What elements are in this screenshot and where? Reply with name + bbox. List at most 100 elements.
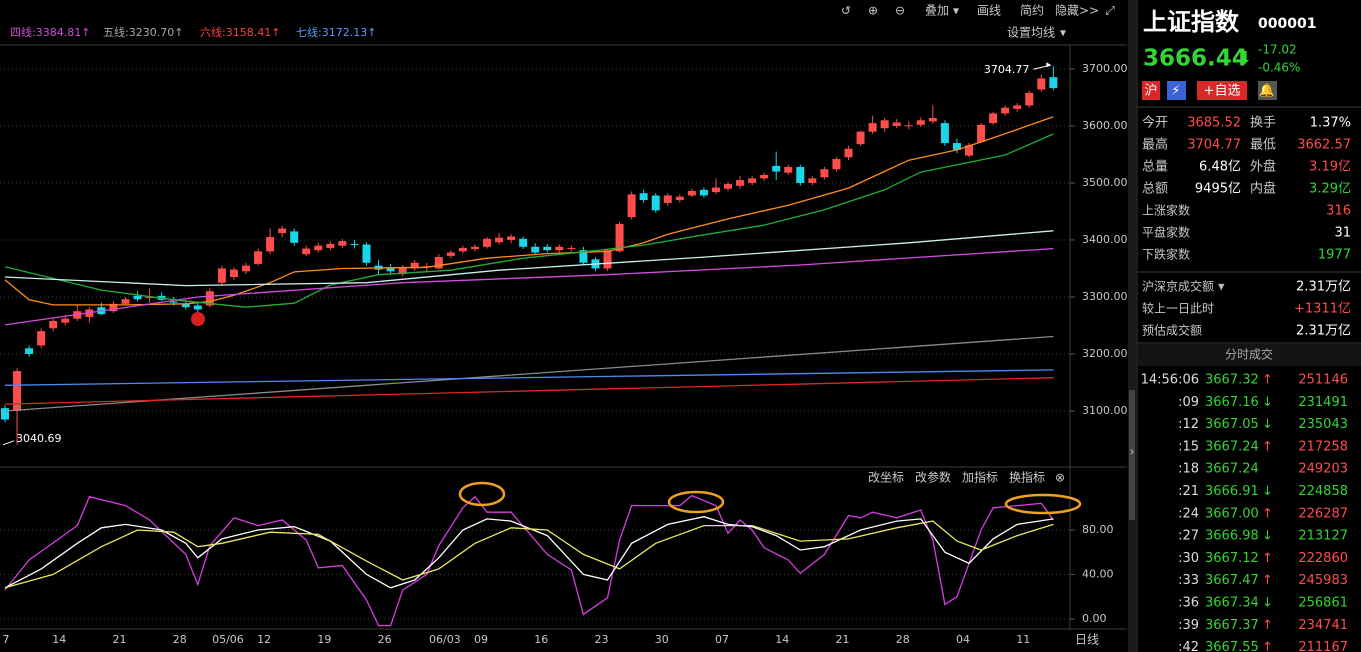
ma-setting[interactable]: 设置均线 <box>1007 26 1055 40</box>
candle-body <box>278 228 287 234</box>
candle-body <box>543 246 552 251</box>
candle-body <box>856 131 865 145</box>
trade-volume: 231491 <box>1298 395 1348 410</box>
candle-body <box>1013 105 1022 109</box>
trade-arrow: ↓ <box>1262 417 1273 432</box>
candle-body <box>193 305 202 310</box>
trade-price: 3667.16 <box>1205 395 1259 410</box>
annotation-arrow <box>2 440 15 446</box>
candle-body <box>760 174 769 179</box>
breadth-label: 上涨家数 <box>1142 203 1190 218</box>
candle-body <box>699 189 708 196</box>
candle-body <box>940 123 949 144</box>
stat-label: 最高 <box>1142 137 1168 153</box>
stat-label: 今开 <box>1142 115 1168 131</box>
dropdown-icon: ▾ <box>1060 26 1066 40</box>
trade-arrow: ↑ <box>1262 573 1273 588</box>
y-tick-label: 40.00 <box>1082 567 1114 580</box>
index-code: 000001 <box>1258 16 1316 32</box>
trade-arrow: ↑ <box>1262 640 1273 652</box>
undo-icon[interactable]: ↺ <box>841 4 851 18</box>
y-tick-label: 3400.00 <box>1082 233 1128 246</box>
x-tick-label: 12 <box>257 633 271 646</box>
scroll-thumb[interactable] <box>1129 390 1135 520</box>
x-tick-label: 11 <box>1016 633 1030 646</box>
candle-body <box>446 252 455 256</box>
trade-volume: 226287 <box>1298 506 1348 521</box>
candle-body <box>687 190 696 196</box>
candle-body <box>266 237 275 252</box>
toolbar-item[interactable]: 简约 <box>1020 3 1044 18</box>
market-label: 沪 <box>1144 83 1157 99</box>
market-button[interactable] <box>1142 81 1160 100</box>
x-tick-label: 04 <box>956 633 970 646</box>
dropdown-icon[interactable]: ▾ <box>1218 280 1225 295</box>
turnover-label: 较上一日此时 <box>1142 301 1214 316</box>
series-line <box>4 377 1054 405</box>
trade-arrow: ↓ <box>1262 529 1273 544</box>
candle-body <box>675 196 684 201</box>
trade-price: 3667.05 <box>1205 417 1259 432</box>
toolbar-item[interactable]: 隐藏>> <box>1055 4 1099 18</box>
candle-body <box>916 120 925 125</box>
indicator-menu-item[interactable]: 改坐标 <box>868 471 904 485</box>
y-tick-label: 0.00 <box>1082 612 1107 625</box>
candle-body <box>965 145 973 156</box>
candle-body <box>290 231 299 243</box>
candle-body <box>627 194 636 218</box>
indicator-menu-item[interactable]: 改参数 <box>915 470 951 485</box>
candle-body <box>483 238 491 247</box>
low-annotation: 3040.69 <box>16 432 62 445</box>
x-tick-label: 30 <box>655 633 669 646</box>
trade-arrow: ↑ <box>1262 439 1273 454</box>
close-icon[interactable]: ⊗ <box>1055 471 1065 485</box>
trade-time: :33 <box>1178 573 1199 588</box>
series-line <box>4 133 1054 308</box>
candle-body <box>410 262 419 269</box>
flash-button[interactable] <box>1167 81 1186 100</box>
watch-button[interactable] <box>1197 81 1247 100</box>
candle-body <box>470 246 479 250</box>
trade-volume: 224858 <box>1298 484 1348 499</box>
zoom-in-icon[interactable]: ⊕ <box>868 4 878 18</box>
x-tick-label: 14 <box>52 633 66 646</box>
indicator-menu-item[interactable]: 换指标 <box>1009 470 1045 485</box>
period-label[interactable]: 日线 <box>1075 633 1099 647</box>
candle-body <box>109 303 118 312</box>
series-line <box>4 247 1054 326</box>
candle-body <box>217 268 226 283</box>
trade-volume: 211167 <box>1298 640 1348 652</box>
trade-volume: 256861 <box>1298 596 1348 611</box>
collapse-icon[interactable]: › <box>1130 445 1135 459</box>
expand-icon[interactable]: ⤢ <box>1104 4 1115 18</box>
zoom-out-icon[interactable]: ⊖ <box>895 4 905 18</box>
high-annotation: 3704.77 <box>984 63 1030 76</box>
dropdown-icon: ▾ <box>953 4 959 18</box>
breadth-value: 1977 <box>1318 248 1351 263</box>
candle-body <box>844 148 853 158</box>
alert-button[interactable] <box>1258 81 1277 100</box>
trade-arrow: ↓ <box>1262 395 1273 410</box>
indicator-menu-item[interactable]: 加指标 <box>962 470 998 485</box>
legend-entry: 四线:3384.81↑ <box>10 25 90 39</box>
toolbar-item[interactable]: 画线 <box>977 4 1001 18</box>
trade-time: :21 <box>1178 484 1199 499</box>
candle-body <box>724 184 732 189</box>
highlight-ellipse <box>458 481 506 507</box>
event-marker[interactable] <box>191 312 205 326</box>
candle-body <box>531 246 540 253</box>
trade-time: :09 <box>1178 395 1199 410</box>
candle-body <box>748 178 757 183</box>
candle-body <box>555 246 564 251</box>
candle-body <box>326 243 335 248</box>
turnover-value: 2.31万亿 <box>1296 280 1351 295</box>
candle-body <box>615 223 624 252</box>
stat-value: 3.29亿 <box>1309 182 1351 197</box>
trade-arrow: ↑ <box>1262 551 1273 566</box>
candle-body <box>398 267 407 275</box>
y-tick-label: 3600.00 <box>1082 119 1128 132</box>
toolbar-item[interactable]: 叠加 <box>925 4 949 18</box>
scrollbar[interactable] <box>1128 0 1136 652</box>
trade-time: :42 <box>1178 640 1199 652</box>
